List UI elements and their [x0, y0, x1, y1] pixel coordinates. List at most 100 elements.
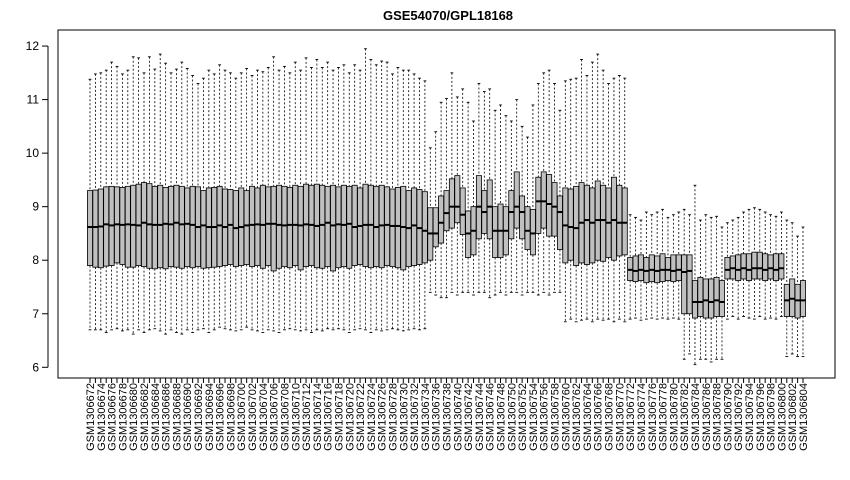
box-iqr	[384, 186, 391, 266]
x-tick-label: GSM1306780	[668, 383, 680, 451]
x-tick-label: GSM1306718	[333, 383, 345, 451]
box-iqr	[200, 190, 207, 269]
x-tick-label: GSM1306778	[658, 383, 670, 451]
y-tick-label: 11	[27, 93, 40, 107]
box-iqr	[524, 206, 531, 250]
x-tick-label: GSM1306784	[690, 383, 702, 451]
box-iqr	[119, 187, 126, 265]
x-tick-label: GSM1306720	[344, 383, 356, 451]
x-tick-label: GSM1306714	[312, 383, 324, 451]
box-iqr	[773, 253, 779, 281]
y-tick-label: 8	[32, 253, 39, 267]
box-iqr	[265, 186, 272, 266]
x-tick-label: GSM1306790	[722, 383, 734, 451]
box-iqr	[297, 185, 304, 271]
x-tick-label: GSM1306758	[550, 383, 562, 451]
box-iqr	[173, 184, 180, 268]
box-iqr	[254, 187, 261, 266]
box-56	[384, 61, 391, 331]
box-iqr	[438, 195, 445, 244]
x-tick-label: GSM1306702	[247, 383, 259, 451]
x-tick-label: GSM1306762	[571, 383, 583, 451]
x-tick-label: GSM1306698	[225, 383, 237, 451]
box-iqr	[616, 184, 623, 257]
x-tick-label: GSM1306726	[377, 383, 389, 451]
x-tick-label: GSM1306788	[712, 383, 724, 451]
box-iqr	[130, 184, 137, 268]
box-iqr	[346, 185, 353, 269]
x-tick-label: GSM1306680	[128, 383, 140, 451]
x-tick-label: GSM1306754	[528, 383, 540, 451]
x-tick-label: GSM1306716	[323, 383, 335, 451]
box-iqr	[740, 253, 747, 280]
y-axis: 6 7 8 9 10 11 12	[26, 39, 49, 374]
x-tick-label: GSM1306804	[798, 383, 810, 451]
x-tick-label: GSM1306682	[139, 383, 151, 451]
box-series	[87, 48, 806, 366]
box-iqr	[589, 187, 596, 264]
box-iqr	[151, 185, 158, 270]
x-tick-label: GSM1306794	[744, 383, 756, 451]
box-iqr	[675, 254, 682, 281]
x-tick-label: GSM1306706	[269, 383, 281, 451]
box-iqr	[583, 184, 590, 265]
box-iqr	[286, 187, 293, 269]
box-iqr	[324, 185, 331, 268]
box-7	[119, 73, 126, 332]
x-tick-label: GSM1306782	[679, 383, 691, 451]
box-iqr	[168, 185, 174, 268]
box-iqr	[103, 186, 110, 267]
x-tick-label: GSM1306750	[506, 383, 518, 451]
x-tick-label: GSM1306732	[409, 383, 421, 451]
x-tick-label: GSM1306700	[236, 383, 248, 451]
box-iqr	[567, 188, 574, 261]
box-iqr	[97, 188, 104, 269]
box-iqr	[421, 191, 428, 264]
box-iqr	[800, 280, 806, 317]
box-74	[481, 91, 488, 293]
y-tick-label: 6	[32, 360, 39, 374]
box-iqr	[243, 190, 250, 265]
box-iqr	[513, 171, 520, 229]
box-iqr	[124, 185, 131, 268]
box-iqr	[178, 185, 185, 269]
box-iqr	[486, 179, 493, 240]
x-tick-label: GSM1306746	[485, 383, 497, 451]
x-tick-label: GSM1306704	[258, 383, 270, 451]
box-121	[735, 216, 742, 320]
box-iqr	[573, 185, 580, 266]
box-iqr	[659, 253, 666, 283]
box-iqr	[184, 187, 191, 268]
box-iqr	[454, 175, 461, 224]
box-60	[405, 69, 412, 331]
box-iqr	[670, 254, 677, 283]
box-iqr	[702, 278, 709, 319]
x-tick-label: GSM1306744	[474, 383, 486, 451]
box-iqr	[189, 185, 196, 269]
x-tick-label: GSM1306694	[204, 383, 216, 451]
box-48	[340, 64, 347, 331]
box-129	[778, 211, 785, 317]
x-tick-label: GSM1306734	[420, 383, 432, 451]
x-tick-label: GSM1306770	[614, 383, 626, 451]
box-iqr	[141, 182, 147, 268]
box-iqr	[719, 280, 725, 317]
box-iqr	[654, 255, 661, 284]
box-iqr	[756, 251, 763, 280]
box-iqr	[540, 171, 547, 229]
x-tick-label: GSM1306690	[182, 383, 194, 451]
box-iqr	[432, 207, 439, 248]
box-iqr	[708, 278, 715, 319]
x-tick-label: GSM1306786	[701, 383, 713, 451]
chart-title: GSE54070/GPL18168	[383, 8, 513, 23]
x-tick-label: GSM1306792	[733, 383, 745, 451]
x-tick-label: GSM1306736	[431, 383, 443, 451]
box-iqr	[767, 254, 774, 280]
x-tick-label: GSM1306748	[496, 383, 508, 451]
box-iqr	[443, 190, 450, 232]
box-iqr	[378, 184, 385, 269]
box-109	[670, 214, 677, 319]
box-iqr	[762, 253, 769, 281]
box-iqr	[270, 185, 277, 272]
